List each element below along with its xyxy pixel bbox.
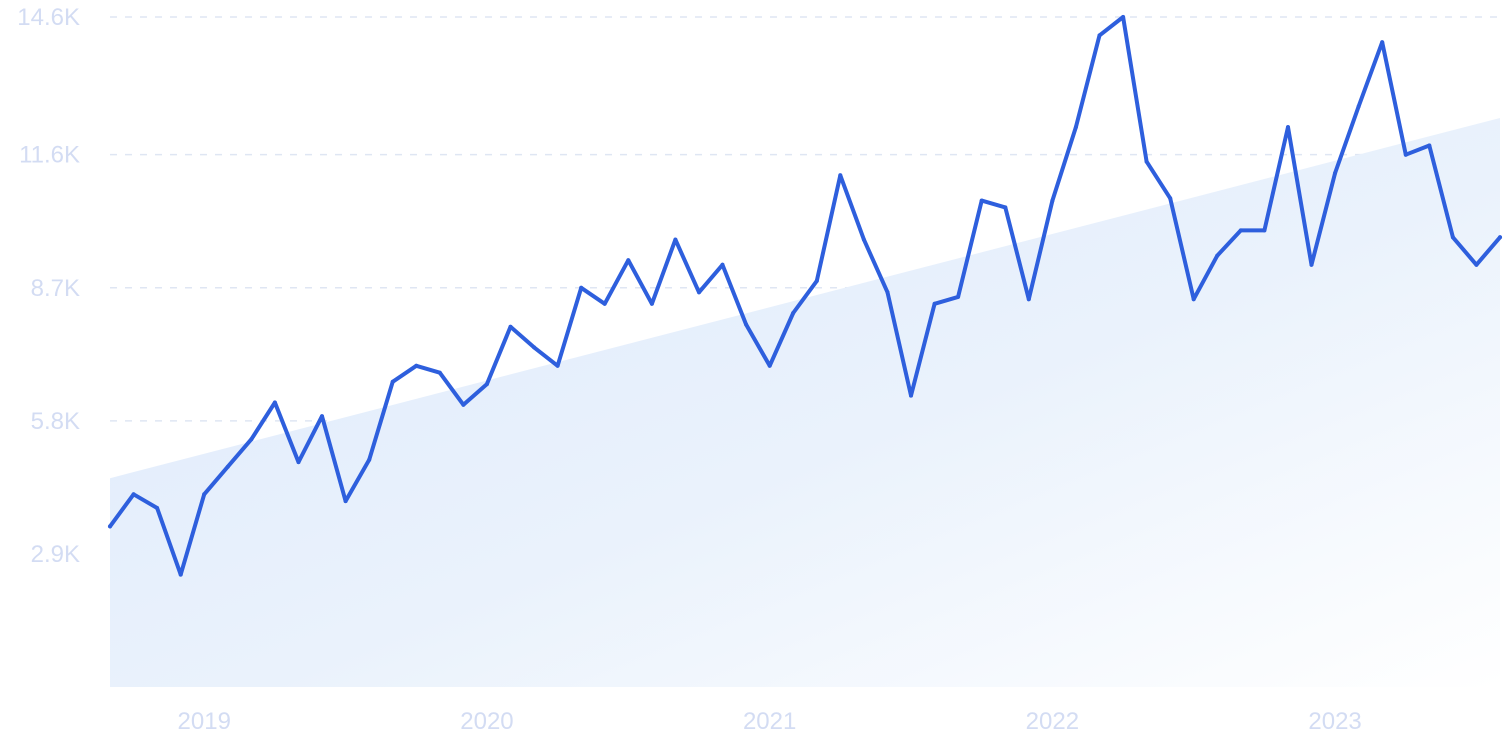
data-point (1474, 262, 1479, 267)
data-point (1380, 40, 1385, 45)
x-axis-ticks: 2019 2020 2021 2022 2023 (178, 708, 1362, 735)
data-point (202, 492, 207, 497)
data-point (1333, 171, 1338, 175)
x-tick-label: 2023 (1308, 708, 1361, 735)
data-point (697, 290, 701, 295)
data-point (1450, 235, 1455, 240)
data-point (1121, 15, 1126, 19)
series-layer (108, 15, 1502, 577)
data-point (1097, 33, 1102, 38)
data-point (767, 363, 772, 368)
data-point (791, 311, 796, 315)
x-tick-label: 2022 (1026, 708, 1079, 735)
data-point (1168, 196, 1173, 201)
data-point (909, 393, 913, 398)
data-point (343, 499, 348, 504)
data-point (320, 414, 324, 419)
data-point (1403, 152, 1408, 157)
data-point (249, 437, 254, 442)
data-point (532, 345, 537, 350)
data-point (1144, 159, 1149, 164)
data-point (626, 258, 631, 263)
data-point (1356, 104, 1361, 109)
series-line (108, 15, 1502, 577)
data-point (1309, 262, 1314, 267)
x-tick-label: 2019 (178, 708, 231, 735)
y-tick-label: 11.6K (19, 142, 80, 169)
data-point (108, 524, 112, 529)
data-point (979, 198, 984, 203)
x-tick-label: 2021 (743, 708, 796, 735)
data-point (225, 464, 230, 469)
trend-band (110, 117, 1500, 687)
data-point (1286, 125, 1290, 130)
data-point (367, 457, 372, 462)
data-point (508, 324, 513, 329)
data-point (956, 294, 961, 299)
data-point (649, 301, 654, 306)
data-point (296, 460, 301, 465)
data-point (744, 322, 749, 327)
data-point (484, 382, 489, 387)
data-point (932, 301, 937, 306)
data-point (1073, 125, 1078, 130)
data-point (272, 400, 277, 405)
data-point (1003, 205, 1008, 210)
data-point (1427, 143, 1432, 148)
data-point (861, 237, 866, 242)
data-point (555, 363, 560, 368)
y-tick-label: 2.9K (31, 541, 80, 568)
data-point (155, 506, 160, 510)
data-point (1262, 228, 1267, 233)
data-point (131, 492, 136, 497)
data-point (673, 237, 678, 242)
y-axis-ticks: 2.9K 5.8K 8.7K 11.6K 14.6K (17, 4, 80, 568)
data-point (1215, 253, 1220, 258)
data-point (390, 379, 395, 384)
x-tick-label: 2020 (460, 708, 513, 735)
data-point (461, 402, 466, 407)
data-point (885, 290, 890, 295)
data-point (579, 285, 584, 290)
y-tick-label: 5.8K (31, 408, 80, 435)
y-tick-label: 8.7K (31, 275, 80, 302)
data-point (1191, 297, 1196, 302)
data-point (1498, 235, 1502, 240)
data-point (1050, 198, 1055, 203)
data-point (814, 278, 819, 283)
data-point (602, 301, 607, 306)
data-point (720, 262, 725, 267)
trend-area (110, 117, 1500, 687)
data-point (178, 572, 183, 577)
y-tick-label: 14.6K (17, 4, 80, 31)
data-point (414, 363, 419, 368)
data-point (1026, 297, 1031, 302)
data-point (838, 173, 843, 178)
data-point (437, 370, 442, 375)
data-point (1238, 228, 1243, 233)
